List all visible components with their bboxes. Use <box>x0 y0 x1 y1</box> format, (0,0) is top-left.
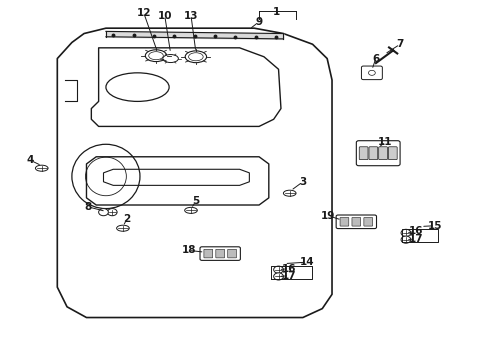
FancyBboxPatch shape <box>203 249 212 258</box>
Text: 16: 16 <box>407 226 422 237</box>
Ellipse shape <box>35 165 48 171</box>
Ellipse shape <box>163 55 178 63</box>
FancyBboxPatch shape <box>361 66 382 80</box>
Text: 13: 13 <box>183 11 198 21</box>
FancyBboxPatch shape <box>200 247 240 260</box>
Text: 18: 18 <box>181 246 195 255</box>
FancyBboxPatch shape <box>335 215 376 229</box>
Ellipse shape <box>145 50 166 62</box>
Circle shape <box>99 208 108 216</box>
Text: 17: 17 <box>407 234 422 244</box>
Text: 11: 11 <box>378 137 392 147</box>
Text: 14: 14 <box>299 257 313 267</box>
FancyBboxPatch shape <box>378 147 386 159</box>
Text: 19: 19 <box>320 211 335 221</box>
Text: 10: 10 <box>157 11 172 21</box>
FancyBboxPatch shape <box>351 217 360 226</box>
Text: 8: 8 <box>84 202 91 212</box>
FancyBboxPatch shape <box>363 217 372 226</box>
Ellipse shape <box>184 207 197 213</box>
Text: 3: 3 <box>299 177 306 187</box>
Ellipse shape <box>185 51 206 63</box>
Text: 2: 2 <box>123 214 130 224</box>
FancyBboxPatch shape <box>227 249 236 258</box>
Text: 7: 7 <box>396 39 403 49</box>
Circle shape <box>273 266 283 273</box>
Circle shape <box>107 208 117 216</box>
Text: 16: 16 <box>282 264 296 274</box>
FancyBboxPatch shape <box>215 249 224 258</box>
Text: 17: 17 <box>282 271 296 281</box>
FancyBboxPatch shape <box>368 147 377 159</box>
FancyBboxPatch shape <box>387 147 396 159</box>
Text: 5: 5 <box>192 197 199 206</box>
Ellipse shape <box>283 190 295 196</box>
Text: 12: 12 <box>136 8 151 18</box>
Text: 1: 1 <box>272 7 279 17</box>
Polygon shape <box>57 28 331 318</box>
FancyBboxPatch shape <box>339 217 348 226</box>
Text: 15: 15 <box>427 221 442 231</box>
FancyBboxPatch shape <box>356 141 399 166</box>
Circle shape <box>400 229 410 237</box>
Circle shape <box>273 273 283 280</box>
Text: 9: 9 <box>255 17 262 27</box>
Text: 4: 4 <box>27 156 34 165</box>
Text: 6: 6 <box>371 54 379 64</box>
Circle shape <box>400 236 410 243</box>
FancyBboxPatch shape <box>359 147 367 159</box>
Ellipse shape <box>116 225 129 231</box>
